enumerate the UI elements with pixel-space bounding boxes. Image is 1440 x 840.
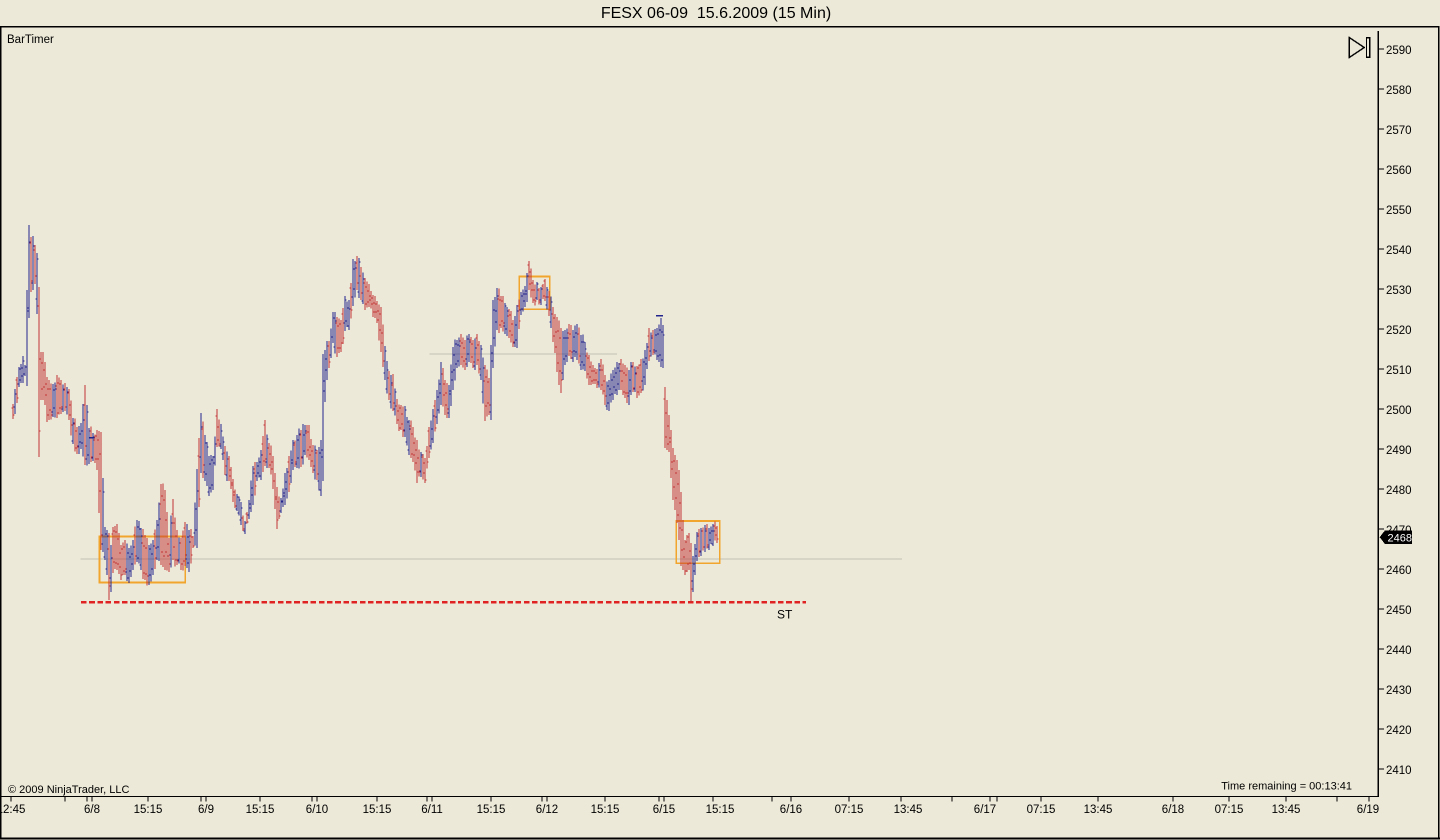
- svg-text:2410: 2410: [1386, 765, 1412, 777]
- svg-text:2480: 2480: [1386, 485, 1412, 497]
- svg-text:15:15: 15:15: [591, 804, 620, 816]
- svg-text:2570: 2570: [1386, 125, 1412, 137]
- svg-text:07:15: 07:15: [1027, 804, 1056, 816]
- svg-text:2460: 2460: [1386, 565, 1412, 577]
- svg-text:2530: 2530: [1386, 285, 1412, 297]
- svg-text:6/19: 6/19: [1357, 804, 1379, 816]
- svg-text:6/10: 6/10: [306, 804, 328, 816]
- svg-text:© 2009 NinjaTrader, LLC: © 2009 NinjaTrader, LLC: [8, 784, 129, 796]
- svg-text:2468: 2468: [1388, 532, 1412, 544]
- svg-text:15:15: 15:15: [477, 804, 506, 816]
- svg-text:2590: 2590: [1386, 45, 1412, 57]
- svg-text:15:15: 15:15: [134, 804, 163, 816]
- svg-text:2450: 2450: [1386, 605, 1412, 617]
- svg-text:6/18: 6/18: [1162, 804, 1184, 816]
- svg-text:07:15: 07:15: [1215, 804, 1244, 816]
- svg-text:2550: 2550: [1386, 205, 1412, 217]
- svg-text:2490: 2490: [1386, 445, 1412, 457]
- svg-text:07:15: 07:15: [835, 804, 864, 816]
- svg-text:6/16: 6/16: [780, 804, 802, 816]
- svg-text:6/9: 6/9: [198, 804, 214, 816]
- svg-text:6/15: 6/15: [653, 804, 675, 816]
- svg-text:6/8: 6/8: [84, 804, 100, 816]
- svg-text:13:45: 13:45: [1272, 804, 1301, 816]
- svg-text:6/11: 6/11: [421, 804, 443, 816]
- svg-text:BarTimer: BarTimer: [7, 34, 54, 46]
- svg-text:2560: 2560: [1386, 165, 1412, 177]
- svg-text:2520: 2520: [1386, 325, 1412, 337]
- svg-text:Time remaining = 00:13:41: Time remaining = 00:13:41: [1221, 781, 1352, 793]
- svg-text:2440: 2440: [1386, 645, 1412, 657]
- svg-text:2580: 2580: [1386, 85, 1412, 97]
- svg-text:2500: 2500: [1386, 405, 1412, 417]
- svg-text:2430: 2430: [1386, 685, 1412, 697]
- svg-text:13:45: 13:45: [1084, 804, 1113, 816]
- svg-text:6/17: 6/17: [974, 804, 996, 816]
- svg-text:2540: 2540: [1386, 245, 1412, 257]
- svg-text:12:45: 12:45: [0, 804, 25, 816]
- svg-text:FESX 06-09 15.6.2009 (15 Min): FESX 06-09 15.6.2009 (15 Min): [601, 5, 831, 22]
- svg-text:13:45: 13:45: [894, 804, 923, 816]
- svg-text:15:15: 15:15: [363, 804, 392, 816]
- svg-text:6/12: 6/12: [536, 804, 558, 816]
- svg-text:15:15: 15:15: [246, 804, 275, 816]
- svg-text:2420: 2420: [1386, 725, 1412, 737]
- svg-text:15:15: 15:15: [706, 804, 735, 816]
- svg-text:ST: ST: [777, 608, 793, 622]
- svg-text:2510: 2510: [1386, 365, 1412, 377]
